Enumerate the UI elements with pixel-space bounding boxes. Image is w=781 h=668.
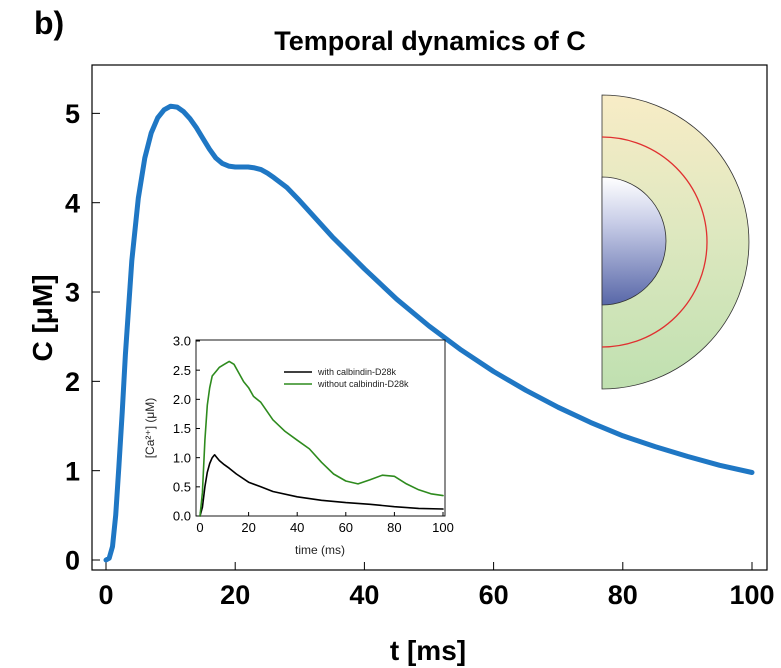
inset-x-tick-label: 40 [290,520,304,535]
inset-series-line-1 [199,360,444,517]
legend-label-without: without calbindin-D28k [317,379,409,389]
main-x-tick-label: 20 [220,580,250,610]
inset-y-axis: 0.0 0.5 1.0 1.5 2.0 2.5 3.0 [173,334,200,524]
main-x-tick-label: 100 [729,580,774,610]
main-y-tick-label: 5 [65,99,80,129]
main-y-tick-label: 0 [65,546,80,576]
inset-x-axis: 0 20 40 60 80 100 [196,512,454,535]
measurement-radius-arc [601,136,708,348]
main-y-tick-label: 2 [65,367,80,397]
main-x-tick-label: 0 [98,580,113,610]
inset-series-group [199,360,444,517]
inset-x-axis-label: time (ms) [295,543,345,557]
inset-y-tick-label: 2.5 [173,363,191,378]
main-plot-frame [91,64,768,571]
panel-label: b) [34,5,64,41]
main-y-axis: 0 1 2 3 4 5 [65,99,100,576]
main-series-group [103,103,755,563]
outer-shell [601,94,750,390]
inset-y-tick-label: 0.5 [173,480,191,495]
legend-label-with: with calbindin-D28k [317,367,397,377]
inset-y-tick-label: 3.0 [173,334,191,349]
inset-y-tick-label: 2.0 [173,392,191,407]
main-series-line-0 [103,103,755,563]
main-x-tick-label: 80 [608,580,638,610]
main-y-axis-label: C [μM] [27,274,58,361]
main-x-axis: 0 20 40 60 80 100 [98,562,775,610]
main-x-axis-label: t [ms] [390,635,466,666]
main-x-tick-label: 40 [349,580,379,610]
inset-x-tick-label: 0 [196,520,203,535]
inset-series-line-0 [199,454,444,517]
inset-x-tick-label: 20 [241,520,255,535]
inset-legend: with calbindin-D28k without calbindin-D2… [284,367,409,389]
inset-y-tick-label: 0.0 [173,509,191,524]
inset-x-tick-label: 100 [432,520,454,535]
chart-title: Temporal dynamics of C [274,26,586,56]
inset-x-tick-label: 60 [339,520,353,535]
main-x-tick-label: 60 [479,580,509,610]
main-y-tick-label: 1 [65,456,80,486]
geometry-illustration [601,94,750,390]
inset-x-tick-label: 80 [387,520,401,535]
inner-core [601,176,667,306]
inset-y-tick-label: 1.0 [173,450,191,465]
inset-y-tick-label: 1.5 [173,421,191,436]
main-y-tick-label: 3 [65,278,80,308]
inset-y-axis-label: [Ca²⁺] (μM) [143,398,157,459]
main-y-tick-label: 4 [65,188,80,218]
